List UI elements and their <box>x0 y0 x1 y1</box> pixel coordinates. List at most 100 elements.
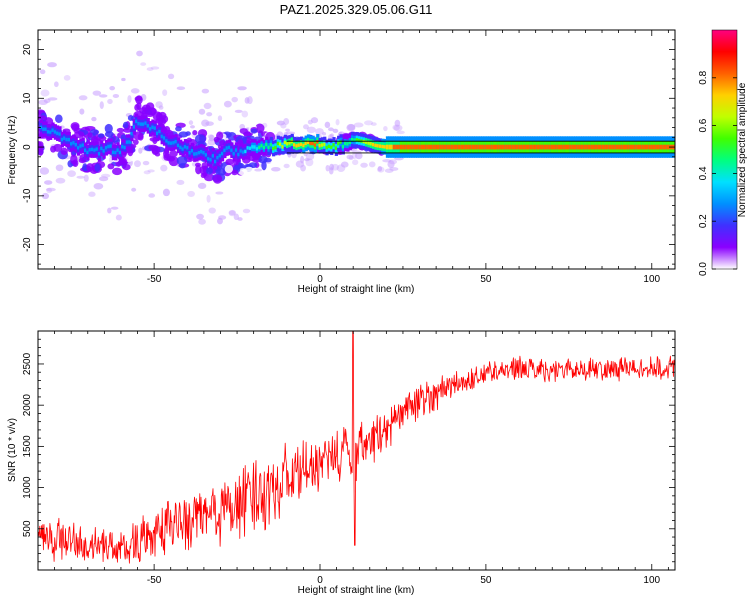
heatmap-ridge-core <box>123 145 127 150</box>
heatmap-speck <box>207 134 214 139</box>
heatmap-ridge-core <box>132 125 136 129</box>
heatmap-speck <box>162 188 170 197</box>
heatmap-speck <box>198 108 206 115</box>
heatmap-ridge-core <box>481 144 485 150</box>
heatmap-ridge-core <box>121 145 125 149</box>
heatmap-ridge-core <box>495 144 499 150</box>
heatmap-ridge-core <box>146 124 150 128</box>
heatmap-speck <box>45 187 56 192</box>
heatmap-ridge-core <box>427 144 431 150</box>
heatmap-ridge-core <box>348 140 352 145</box>
heatmap-speck <box>39 69 46 75</box>
heatmap-ridge-core <box>564 144 568 150</box>
heatmap-speck <box>360 162 368 168</box>
heatmap-ridge-core <box>104 146 109 150</box>
heatmap-ridge-core <box>529 144 534 150</box>
heatmap-ridge-core <box>488 144 492 150</box>
heatmap-speck <box>40 89 50 97</box>
heatmap-blob <box>227 131 237 141</box>
heatmap-ridge-core <box>425 144 429 150</box>
heatmap-ridge-core <box>213 159 218 164</box>
snr-frame <box>37 330 676 571</box>
heatmap-ridge-core <box>569 144 573 150</box>
heatmap-ridge-core <box>316 140 320 144</box>
heatmap-ridge-core <box>395 144 399 150</box>
heatmap-ridge-core <box>541 144 545 150</box>
heatmap-ridge-core <box>383 145 387 149</box>
heatmap-ridge-core <box>453 144 457 150</box>
heatmap-ridge-core <box>276 141 280 146</box>
heatmap-blob <box>78 157 87 163</box>
heatmap-ridge-core <box>645 144 650 150</box>
heatmap-speck <box>306 126 316 134</box>
heatmap-ridge-core <box>429 144 434 150</box>
figure-title: PAZ1.2025.329.05.06.G11 <box>280 2 433 17</box>
snr-xtick-label: 100 <box>643 575 660 586</box>
heatmap-speck <box>223 100 232 108</box>
heatmap-xlabel: Height of straight line (km) <box>298 284 415 295</box>
heatmap-blob <box>70 122 80 130</box>
heatmap-ridge-core <box>311 141 315 146</box>
heatmap-ridge-core <box>42 127 46 131</box>
heatmap-ridge-core <box>416 144 420 150</box>
heatmap-blob <box>127 114 134 121</box>
heatmap-ridge-core <box>434 144 438 150</box>
heatmap-ridge-core <box>357 138 362 143</box>
heatmap-speck <box>148 193 156 198</box>
heatmap-speck <box>244 97 250 104</box>
heatmap-ridge-core <box>200 149 204 154</box>
heatmap-speck <box>131 187 137 192</box>
heatmap-blob <box>122 121 129 129</box>
heatmap-ridge-core <box>125 140 129 144</box>
heatmap-blob <box>144 107 150 115</box>
heatmap-ridge-core <box>413 144 417 150</box>
heatmap-ytick-label: 0 <box>22 144 33 150</box>
heatmap-ridge-core <box>269 142 273 147</box>
heatmap-ridge-core <box>636 144 640 150</box>
heatmap-ridge-core <box>63 136 67 140</box>
heatmap-marks <box>38 50 675 225</box>
heatmap-ridge-core <box>114 150 118 155</box>
heatmap-ridge-core <box>664 144 668 150</box>
heatmap-blob <box>192 130 198 136</box>
snr-ytick-label: 2500 <box>22 352 33 375</box>
colorbar-bar <box>711 29 738 270</box>
heatmap-speck <box>276 120 285 126</box>
heatmap-ridge-core <box>320 143 325 147</box>
heatmap-ridge-core <box>464 144 469 150</box>
heatmap-ridge-core <box>344 141 348 146</box>
heatmap-ridge-core <box>179 145 183 150</box>
heatmap-ridge-core <box>241 150 246 154</box>
heatmap-speck <box>107 98 113 105</box>
heatmap-xtick-label: -50 <box>147 274 162 285</box>
heatmap-ridge-core <box>592 144 596 150</box>
heatmap-ridge-core <box>151 125 155 129</box>
heatmap-ridge-core <box>107 144 111 149</box>
heatmap-blob <box>116 127 125 133</box>
heatmap-ridge-core <box>60 137 64 142</box>
heatmap-speck <box>331 163 339 171</box>
heatmap-ridge-core <box>476 144 480 150</box>
heatmap-speck <box>396 130 405 135</box>
heatmap-blob <box>38 141 44 148</box>
heatmap-blob <box>152 111 163 121</box>
heatmap-ridge-core <box>599 144 603 150</box>
heatmap-ridge-core <box>511 144 515 150</box>
heatmap-ridge-core <box>79 144 83 148</box>
heatmap-ridge-core <box>652 144 657 150</box>
heatmap-ridge-core <box>587 144 592 150</box>
heatmap-ridge-core <box>573 144 578 150</box>
heatmap-ridge-core <box>49 130 53 134</box>
heatmap-speck <box>92 90 102 96</box>
heatmap-speck <box>138 147 143 154</box>
heatmap-ridge-core <box>218 153 222 158</box>
heatmap-ridge-core <box>404 144 408 150</box>
heatmap-ridge-core <box>536 144 541 150</box>
heatmap-ridge-core <box>318 143 322 148</box>
heatmap-speck <box>234 109 243 114</box>
heatmap-speck <box>303 124 309 130</box>
heatmap-speck <box>394 119 401 127</box>
heatmap-ridge-core <box>397 144 401 150</box>
heatmap-ridge-core <box>144 121 148 125</box>
heatmap-ridge-core <box>44 127 48 131</box>
